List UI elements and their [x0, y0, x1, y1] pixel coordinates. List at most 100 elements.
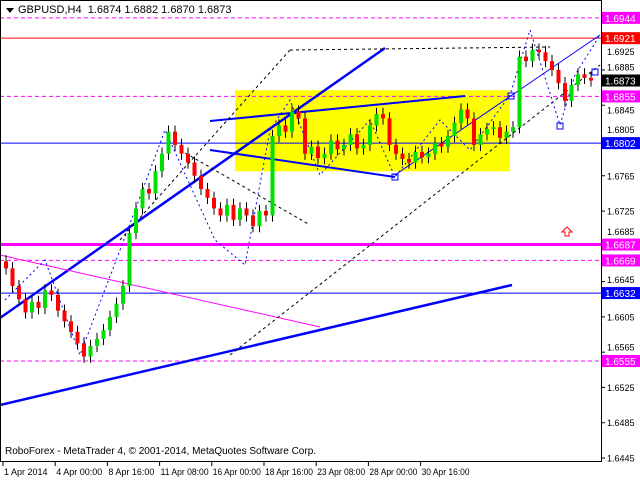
candle-body: [348, 134, 353, 145]
symbol-label: GBPUSD,H4: [18, 4, 82, 16]
candle-body: [10, 268, 15, 287]
candle-body: [244, 208, 249, 216]
candle-body: [465, 109, 470, 119]
price-axis[interactable]: 1.6925 1.6885 1.6845 1.6805 1.6765 1.6725 1.66…: [601, 34, 635, 464]
candle: [218, 202, 223, 222]
support-trendline-upper[interactable]: [0, 46, 386, 320]
close-value: 1.6873: [197, 4, 232, 16]
candle-body: [277, 125, 281, 137]
candle-body: [316, 146, 320, 159]
candle: [95, 332, 99, 353]
time-axis[interactable]: 1 Apr 2014 4 Apr 00:00 8 Apr 16:00 11 Apr 0…: [2, 462, 470, 477]
candle: [329, 134, 333, 160]
level-price-box: [602, 90, 640, 103]
open-value: 1.6874: [87, 4, 122, 16]
channel-lower[interactable]: [229, 64, 601, 356]
channel-top[interactable]: [289, 46, 551, 51]
candle-body: [550, 61, 554, 70]
high-value: 1.6882: [124, 4, 159, 16]
channel-upper[interactable]: [119, 49, 291, 241]
wave-marker[interactable]: [591, 68, 599, 76]
zone-bottom-line[interactable]: [209, 149, 396, 178]
candle: [283, 119, 288, 138]
candle: [140, 182, 145, 215]
candle-body: [179, 144, 184, 154]
candle-body: [569, 84, 574, 101]
level-labels: 1.6944 1.6921 1.6873 1.6855 1.6802 1.6687 1.66…: [602, 11, 640, 368]
candle: [4, 255, 8, 275]
candle-body: [17, 286, 21, 300]
low-value: 1.6870: [161, 4, 195, 16]
candle-body: [238, 208, 242, 220]
candle-body: [543, 52, 548, 62]
candle-body: [582, 74, 587, 78]
support-trendline[interactable]: [0, 283, 513, 407]
magenta-trendline[interactable]: [0, 254, 321, 328]
level-price-label: 1.6632: [605, 289, 636, 300]
candle: [199, 169, 203, 196]
dropdown-icon[interactable]: [6, 7, 14, 13]
channel-mid[interactable]: [179, 149, 311, 226]
candle: [231, 198, 236, 227]
candle: [205, 182, 210, 204]
y-tick-label: 1.6525: [607, 383, 635, 393]
candle-body: [62, 310, 67, 322]
candle: [75, 325, 80, 350]
level-price-label: 1.6669: [605, 256, 636, 267]
candle-body: [283, 125, 288, 132]
y-tick-label: 1.6925: [607, 47, 635, 57]
x-tick-label: 16 Apr 00:00: [213, 467, 261, 477]
candle-body: [88, 345, 93, 357]
rising-trendline[interactable]: [394, 34, 601, 176]
candle-body: [576, 74, 580, 85]
candle-body: [140, 188, 145, 209]
wave-marker[interactable]: [391, 173, 399, 181]
wave-path[interactable]: [4, 28, 601, 357]
candle: [179, 138, 184, 160]
candle: [387, 112, 392, 152]
candle-body: [556, 69, 561, 84]
candle-body: [589, 77, 593, 81]
candle-body: [394, 144, 398, 154]
candle-body: [355, 134, 359, 149]
candle: [459, 103, 463, 130]
candle-body: [49, 290, 54, 295]
candle: [108, 310, 112, 337]
zone-top-line[interactable]: [209, 95, 466, 122]
candle: [420, 145, 424, 164]
x-tick-label: 4 Apr 00:00: [56, 467, 102, 477]
candle-body: [400, 153, 405, 160]
level-price-box: [602, 137, 640, 150]
trendline-drawings: [0, 28, 601, 407]
candle: [23, 293, 28, 319]
candle: [166, 125, 171, 160]
candle: [530, 43, 535, 68]
x-tick-label: 18 Apr 16:00: [265, 467, 313, 477]
candle: [556, 63, 561, 90]
up-arrow-icon: [560, 226, 574, 237]
candle: [472, 112, 476, 152]
candle-body: [478, 134, 483, 145]
candle: [153, 165, 158, 200]
candle: [43, 284, 47, 315]
candle-body: [290, 111, 294, 132]
candle: [290, 105, 294, 138]
candle: [303, 112, 307, 160]
candle-body: [264, 211, 268, 216]
candle: [316, 140, 320, 165]
wave-marker[interactable]: [507, 92, 515, 100]
candle: [394, 138, 398, 160]
candle: [309, 140, 314, 160]
candle: [56, 288, 60, 317]
candle: [563, 76, 567, 107]
candle: [491, 121, 496, 136]
wave-marker[interactable]: [556, 122, 564, 130]
level-price-box: [602, 11, 640, 24]
candle-body: [439, 143, 444, 147]
candle: [348, 128, 353, 152]
candle: [576, 68, 580, 92]
candle-body: [212, 197, 216, 209]
candle-body: [134, 208, 138, 234]
candle: [543, 46, 548, 68]
